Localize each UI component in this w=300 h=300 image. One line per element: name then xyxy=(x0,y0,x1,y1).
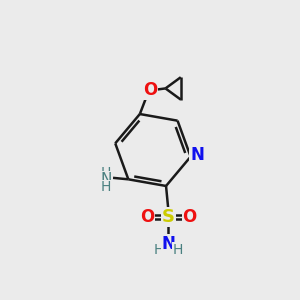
Text: O: O xyxy=(140,208,154,226)
Text: N: N xyxy=(100,172,112,187)
Text: N: N xyxy=(190,146,204,164)
Text: H: H xyxy=(172,243,183,257)
Text: N: N xyxy=(161,235,175,253)
Text: O: O xyxy=(182,208,197,226)
Text: H: H xyxy=(101,166,111,180)
Text: S: S xyxy=(162,208,175,226)
Text: H: H xyxy=(101,180,111,194)
Text: H: H xyxy=(154,243,164,257)
Text: O: O xyxy=(143,81,157,99)
